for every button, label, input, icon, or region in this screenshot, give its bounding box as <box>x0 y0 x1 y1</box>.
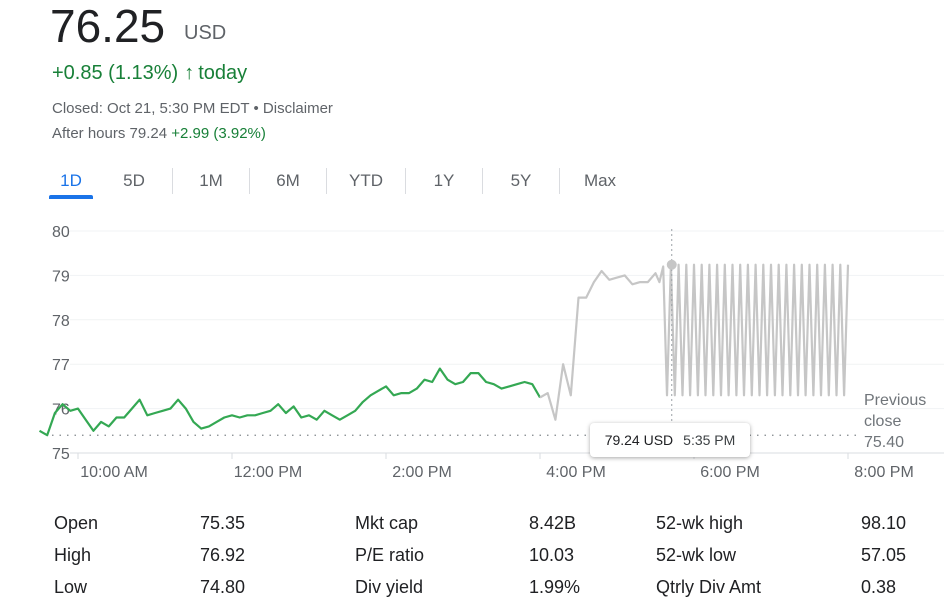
stats-row: Low 74.80 Div yield 1.99% Qtrly Div Amt … <box>54 571 914 603</box>
chart-tooltip: 79.24 USD 5:35 PM <box>590 423 750 457</box>
stats-row: Open 75.35 Mkt cap 8.42B 52-wk high 98.1… <box>54 507 914 539</box>
y-tick-label: 77 <box>52 357 70 374</box>
tab-divider <box>482 168 483 194</box>
stat-value-open: 75.35 <box>200 513 246 533</box>
hover-point <box>666 259 677 270</box>
closed-time: Closed: Oct 21, 5:30 PM EDT <box>52 100 250 117</box>
after-hours-line <box>539 263 850 421</box>
stat-value-pe-ratio: 10.03 <box>529 545 575 565</box>
currency-label: USD <box>184 22 227 44</box>
tab-max[interactable]: Max <box>583 171 617 190</box>
stock-price: 76.25 <box>50 0 166 52</box>
stats-row: High 76.92 P/E ratio 10.03 52-wk low 57.… <box>54 539 914 571</box>
tab-5d[interactable]: 5D <box>123 171 145 190</box>
stat-label-open: Open <box>54 513 99 533</box>
x-tick-label: 4:00 PM <box>546 464 606 481</box>
y-tick-label: 80 <box>52 224 70 241</box>
tab-divider <box>172 168 173 194</box>
price-change: +0.85 (1.13%) ↑ today <box>52 62 247 85</box>
tooltip-value: 79.24 USD <box>604 432 674 448</box>
previous-close-line1: Previous <box>864 392 927 409</box>
tab-1d[interactable]: 1D <box>48 163 94 199</box>
range-tabs: 1D 5D 1M 6M YTD 1Y 5Y Max <box>48 162 640 200</box>
tab-divider <box>326 168 327 194</box>
previous-close-line2: close <box>864 413 902 430</box>
stat-label-pe-ratio: P/E ratio <box>355 545 425 565</box>
stat-value-mkt-cap: 8.42B <box>529 513 577 533</box>
tab-divider <box>249 168 250 194</box>
tooltip-time: 5:35 PM <box>683 432 736 448</box>
x-tick-label: 2:00 PM <box>392 464 452 481</box>
x-tick-label: 6:00 PM <box>700 464 760 481</box>
price-change-period: today <box>198 62 248 84</box>
y-tick-label: 78 <box>52 313 70 330</box>
y-tick-label: 75 <box>52 446 70 463</box>
tab-divider <box>405 168 406 194</box>
previous-close-value: 75.40 <box>864 434 905 451</box>
tab-5y[interactable]: 5Y <box>510 171 532 190</box>
stat-value-52wk-high: 98.10 <box>861 513 907 533</box>
y-tick-label: 79 <box>52 268 70 285</box>
separator-dot: • <box>249 100 263 117</box>
arrow-up-icon: ↑ <box>184 62 195 84</box>
stat-label-mkt-cap: Mkt cap <box>355 513 419 533</box>
market-hours-line <box>38 367 541 437</box>
stat-value-52wk-low: 57.05 <box>861 545 907 565</box>
tab-ytd[interactable]: YTD <box>349 171 383 190</box>
stat-value-div-yield: 1.99% <box>529 577 581 597</box>
price-change-value: +0.85 (1.13%) <box>52 62 179 84</box>
tab-6m[interactable]: 6M <box>276 171 300 190</box>
stat-label-52wk-high: 52-wk high <box>656 513 744 533</box>
stat-label-52wk-low: 52-wk low <box>656 545 737 565</box>
after-hours-change: +2.99 (3.92%) <box>171 125 266 142</box>
stat-label-low: Low <box>54 577 88 597</box>
stat-label-high: High <box>54 545 92 565</box>
stat-label-qtrly-div: Qtrly Div Amt <box>656 577 762 597</box>
closed-status: Closed: Oct 21, 5:30 PM EDT • Disclaimer <box>52 100 333 117</box>
stat-value-qtrly-div: 0.38 <box>861 577 897 597</box>
tab-1m[interactable]: 1M <box>199 171 223 190</box>
x-tick-label: 8:00 PM <box>854 464 914 481</box>
after-hours-price: After hours 79.24 <box>52 125 168 142</box>
tab-1y[interactable]: 1Y <box>433 171 455 190</box>
stat-label-div-yield: Div yield <box>355 577 424 597</box>
after-hours: After hours 79.24 +2.99 (3.92%) <box>52 125 266 142</box>
x-tick-label: 12:00 PM <box>234 464 302 481</box>
x-tick-label: 10:00 AM <box>80 464 148 481</box>
disclaimer-link[interactable]: Disclaimer <box>262 100 333 117</box>
stat-value-high: 76.92 <box>200 545 246 565</box>
tab-divider <box>559 168 560 194</box>
stat-value-low: 74.80 <box>200 577 246 597</box>
previous-close-label: Previous close 75.40 <box>864 390 926 453</box>
